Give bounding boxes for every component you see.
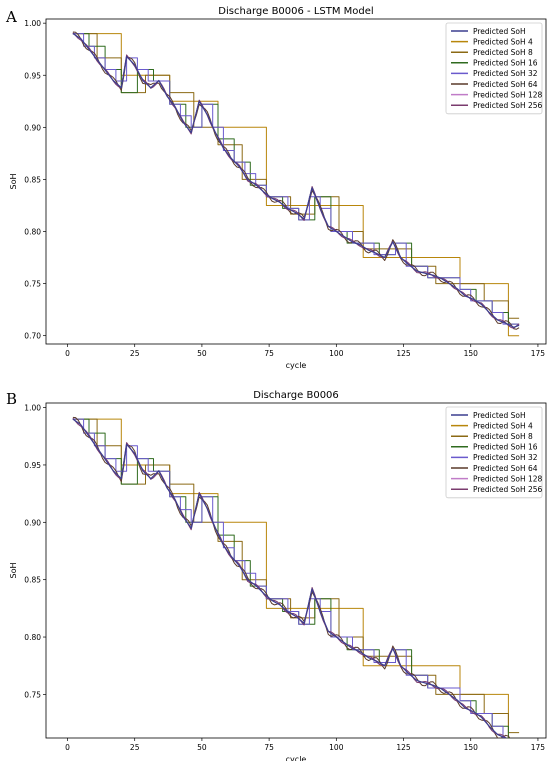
legend-label: Predicted SoH 256 — [473, 101, 543, 110]
plot-frame — [45, 402, 547, 739]
chart-title: Discharge B0006 - LSTM Model — [218, 6, 373, 17]
chart-a: Discharge B0006 - LSTM Model 0 25 50 75 100 12… — [9, 6, 547, 370]
legend-label: Predicted SoH 4 — [473, 421, 533, 430]
legend-label: Predicted SoH 16 — [473, 59, 538, 68]
x-tick-label: 125 — [396, 349, 411, 358]
x-tick-label: 125 — [396, 743, 411, 752]
x-tick-label: 175 — [531, 743, 546, 752]
y-tick-label: 0.90 — [24, 518, 41, 527]
series-line — [72, 417, 507, 738]
x-tick-label: 100 — [329, 743, 344, 752]
legend-label: Predicted SoH — [473, 27, 526, 36]
plot-area — [72, 416, 520, 738]
y-tick-label: 0.80 — [24, 633, 41, 642]
x-axis-label: cycle — [286, 361, 307, 370]
legend-label: Predicted SoH 32 — [473, 453, 538, 462]
legend-label: Predicted SoH 8 — [473, 48, 533, 57]
y-tick-label: 0.75 — [24, 690, 41, 699]
legend-label: Predicted SoH 16 — [473, 443, 538, 452]
x-tick-label: 75 — [264, 349, 274, 358]
y-tick-label: 1.00 — [24, 404, 41, 413]
chart-b: Discharge B0006 0 25 50 75 100 125 150 175 0.75 0.… — [9, 390, 547, 761]
legend-label: Predicted SoH 32 — [473, 69, 538, 78]
x-tick-label: 25 — [130, 743, 140, 752]
y-tick-label: 0.85 — [24, 175, 41, 184]
panel-b: B Discharge B0006 0 25 50 75 100 125 150 175 0.75… — [0, 382, 550, 761]
series-line — [72, 32, 520, 329]
x-tick-label: 150 — [464, 349, 479, 358]
chart-title: Discharge B0006 — [253, 390, 339, 401]
panel-label: A — [6, 8, 17, 26]
series-line — [72, 418, 520, 734]
legend-box — [445, 406, 543, 499]
legend-label: Predicted SoH 64 — [473, 80, 538, 89]
x-tick-label: 150 — [464, 743, 479, 752]
panel-a: A Discharge B0006 - LSTM Model 0 25 50 75 100… — [0, 0, 550, 378]
series-line — [72, 33, 520, 328]
x-tick-label: 25 — [130, 349, 140, 358]
y-tick-label: 0.95 — [24, 461, 41, 470]
plot-area — [72, 31, 520, 337]
x-tick-label: 0 — [65, 743, 70, 752]
legend-box — [445, 22, 543, 115]
x-tick-label: 50 — [197, 743, 207, 752]
x-tick-label: 175 — [531, 349, 546, 358]
legend-label: Predicted SoH — [473, 411, 526, 420]
y-tick-label: 0.80 — [24, 228, 41, 237]
legend-label: Predicted SoH 128 — [473, 90, 543, 99]
y-axis-label: SoH — [9, 174, 18, 190]
series-line — [72, 33, 520, 319]
y-tick-label: 0.90 — [24, 123, 41, 132]
x-axis-label: cycle — [286, 755, 307, 761]
legend-label: Predicted SoH 64 — [473, 464, 538, 473]
panel-label: B — [6, 390, 18, 408]
x-tick-label: 0 — [65, 349, 70, 358]
x-tick-label: 75 — [264, 743, 274, 752]
legend-label: Predicted SoH 128 — [473, 474, 543, 483]
y-tick-label: 0.70 — [24, 332, 41, 341]
legend-label: Predicted SoH 8 — [473, 432, 533, 441]
plot-frame — [45, 18, 547, 345]
y-tick-label: 0.85 — [24, 576, 41, 585]
series-line — [72, 418, 507, 738]
x-tick-label: 50 — [197, 349, 207, 358]
y-tick-label: 0.75 — [24, 280, 41, 289]
y-tick-label: 1.00 — [24, 19, 41, 28]
legend-label: Predicted SoH 4 — [473, 37, 533, 46]
x-tick-label: 100 — [329, 349, 344, 358]
y-axis-label: SoH — [9, 563, 18, 579]
y-tick-label: 0.95 — [24, 71, 41, 80]
legend-label: Predicted SoH 256 — [473, 485, 543, 494]
